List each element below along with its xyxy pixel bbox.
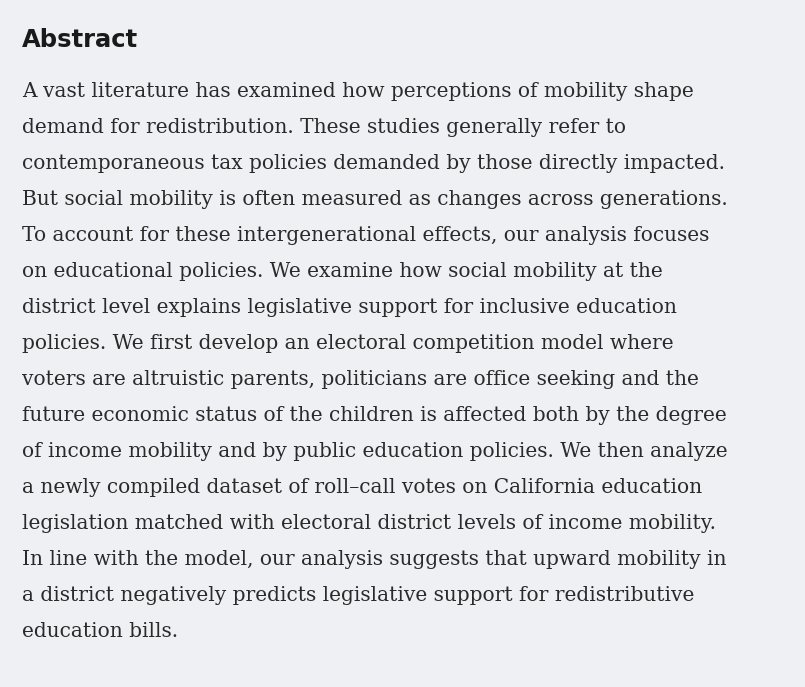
Text: A vast literature has examined how perceptions of mobility shape: A vast literature has examined how perce… [22, 82, 694, 101]
Text: a district negatively predicts legislative support for redistributive: a district negatively predicts legislati… [22, 586, 695, 605]
Text: But social mobility is often measured as changes across generations.: But social mobility is often measured as… [22, 190, 728, 209]
Text: future economic status of the children is affected both by the degree: future economic status of the children i… [22, 406, 727, 425]
Text: voters are altruistic parents, politicians are office seeking and the: voters are altruistic parents, politicia… [22, 370, 699, 389]
Text: legislation matched with electoral district levels of income mobility.: legislation matched with electoral distr… [22, 514, 716, 533]
Text: a newly compiled dataset of roll–call votes on California education: a newly compiled dataset of roll–call vo… [22, 478, 702, 497]
Text: contemporaneous tax policies demanded by those directly impacted.: contemporaneous tax policies demanded by… [22, 154, 725, 173]
Text: district level explains legislative support for inclusive education: district level explains legislative supp… [22, 298, 677, 317]
Text: Abstract: Abstract [22, 28, 138, 52]
Text: In line with the model, our analysis suggests that upward mobility in: In line with the model, our analysis sug… [22, 550, 726, 569]
Text: on educational policies. We examine how social mobility at the: on educational policies. We examine how … [22, 262, 663, 281]
Text: To account for these intergenerational effects, our analysis focuses: To account for these intergenerational e… [22, 226, 709, 245]
Text: demand for redistribution. These studies generally refer to: demand for redistribution. These studies… [22, 118, 626, 137]
Text: education bills.: education bills. [22, 622, 178, 641]
Text: of income mobility and by public education policies. We then analyze: of income mobility and by public educati… [22, 442, 728, 461]
Text: policies. We first develop an electoral competition model where: policies. We first develop an electoral … [22, 334, 674, 353]
